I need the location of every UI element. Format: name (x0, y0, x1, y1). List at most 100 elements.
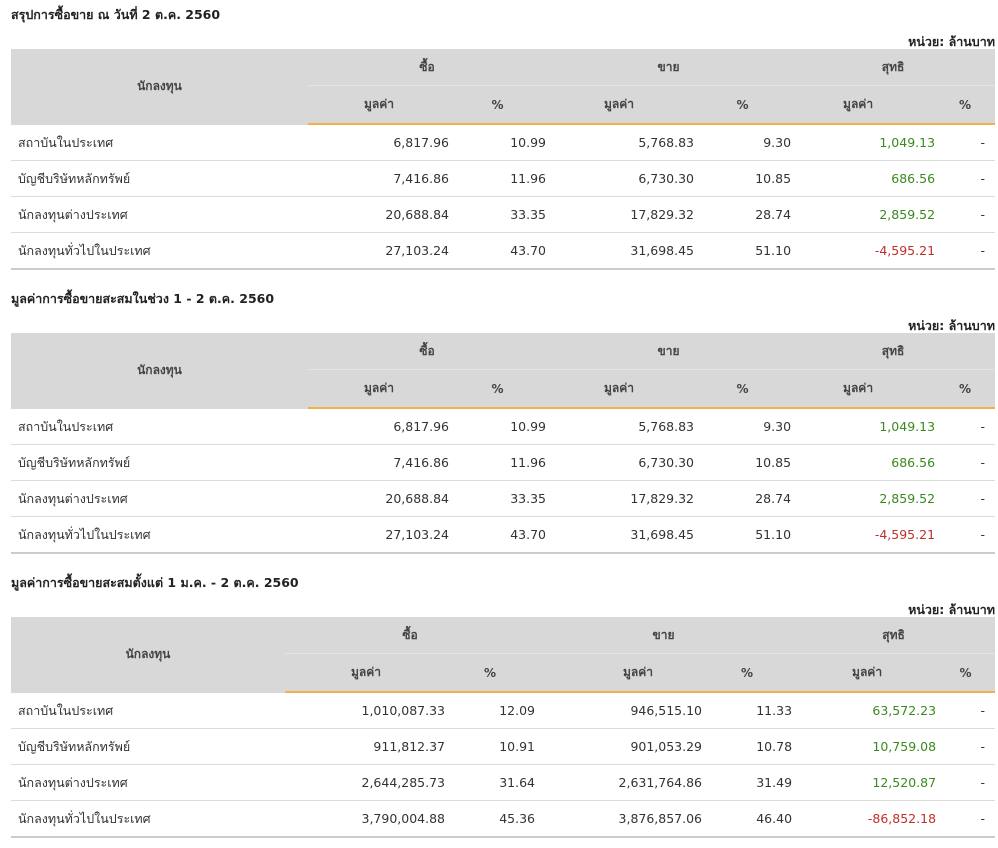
buy-percent: 43.70 (449, 516, 547, 554)
sell-value: 31,698.45 (546, 516, 695, 554)
table-row: สถาบันในประเทศ 1,010,087.33 12.09 946,51… (11, 692, 996, 729)
net-value: -4,595.21 (791, 516, 936, 554)
buy-percent: 43.70 (449, 232, 547, 270)
buy-percent: 10.99 (449, 408, 547, 445)
investor-name: สถาบันในประเทศ (11, 692, 285, 729)
header-net-value: มูลค่า (792, 653, 937, 693)
buy-value: 20,688.84 (308, 480, 449, 517)
buy-percent: 33.35 (449, 196, 547, 233)
investor-name: นักลงทุนทั่วไปในประเทศ (11, 516, 308, 554)
header-net-value: มูลค่า (791, 369, 936, 409)
header-sell-value: มูลค่า (535, 653, 703, 693)
net-percent: - (935, 124, 996, 161)
trading-summary-table: นักลงทุน ซื้อ ขาย สุทธิ มูลค่า % มูลค่า … (11, 49, 996, 270)
sell-percent: 10.85 (694, 160, 792, 197)
net-value: 2,859.52 (791, 196, 936, 233)
trading-summary-table: นักลงทุน ซื้อ ขาย สุทธิ มูลค่า % มูลค่า … (11, 617, 996, 838)
header-buy-value: มูลค่า (308, 369, 449, 409)
header-net: สุทธิ (792, 617, 996, 654)
investor-name: นักลงทุนทั่วไปในประเทศ (11, 800, 285, 838)
buy-value: 20,688.84 (308, 196, 449, 233)
header-net-value: มูลค่า (791, 85, 936, 125)
header-buy: ซื้อ (285, 617, 536, 654)
investor-name: นักลงทุนต่างประเทศ (11, 196, 308, 233)
header-sell-value: มูลค่า (546, 85, 695, 125)
header-investor: นักลงทุน (11, 333, 308, 409)
buy-value: 2,644,285.73 (285, 764, 445, 801)
sell-percent: 51.10 (694, 516, 792, 554)
sell-value: 5,768.83 (546, 408, 695, 445)
header-buy-percent: % (449, 85, 547, 125)
header-buy: ซื้อ (308, 49, 547, 86)
sell-percent: 9.30 (694, 124, 792, 161)
table-row: บัญชีบริษัทหลักทรัพย์ 7,416.86 11.96 6,7… (11, 444, 996, 481)
header-net: สุทธิ (791, 49, 996, 86)
investor-name: บัญชีบริษัทหลักทรัพย์ (11, 444, 308, 481)
sell-value: 17,829.32 (546, 196, 695, 233)
table-row: นักลงทุนต่างประเทศ 2,644,285.73 31.64 2,… (11, 764, 996, 801)
sell-percent: 11.33 (702, 692, 793, 729)
sell-value: 6,730.30 (546, 444, 695, 481)
table-row: บัญชีบริษัทหลักทรัพย์ 911,812.37 10.91 9… (11, 728, 996, 765)
header-net-percent: % (936, 653, 996, 693)
sell-value: 901,053.29 (535, 728, 703, 765)
table-row: สถาบันในประเทศ 6,817.96 10.99 5,768.83 9… (11, 124, 996, 161)
header-investor: นักลงทุน (11, 617, 285, 693)
table-row: นักลงทุนต่างประเทศ 20,688.84 33.35 17,82… (11, 196, 996, 233)
net-value: -86,852.18 (792, 800, 937, 838)
header-sell-percent: % (702, 653, 793, 693)
header-sell: ขาย (535, 617, 793, 654)
header-net-percent: % (935, 85, 996, 125)
buy-percent: 31.64 (445, 764, 536, 801)
net-percent: - (936, 800, 996, 838)
net-percent: - (935, 196, 996, 233)
header-net-percent: % (935, 369, 996, 409)
sell-percent: 9.30 (694, 408, 792, 445)
investor-name: นักลงทุนต่างประเทศ (11, 480, 308, 517)
buy-value: 911,812.37 (285, 728, 445, 765)
buy-percent: 10.99 (449, 124, 547, 161)
buy-percent: 33.35 (449, 480, 547, 517)
buy-value: 3,790,004.88 (285, 800, 445, 838)
section-title: มูลค่าการซื้อขายสะสมตั้งแต่ 1 ม.ค. - 2 ต… (11, 575, 299, 590)
header-sell: ขาย (546, 333, 792, 370)
buy-value: 1,010,087.33 (285, 692, 445, 729)
net-value: 686.56 (791, 444, 936, 481)
investor-name: สถาบันในประเทศ (11, 408, 308, 445)
header-sell-percent: % (694, 369, 792, 409)
unit-label: หน่วย: ล้านบาท (908, 602, 995, 617)
sell-value: 2,631,764.86 (535, 764, 703, 801)
net-percent: - (936, 728, 996, 765)
net-value: 63,572.23 (792, 692, 937, 729)
buy-value: 27,103.24 (308, 516, 449, 554)
header-sell-value: มูลค่า (546, 369, 695, 409)
net-value: 10,759.08 (792, 728, 937, 765)
buy-percent: 12.09 (445, 692, 536, 729)
header-sell: ขาย (546, 49, 792, 86)
trading-summary-table: นักลงทุน ซื้อ ขาย สุทธิ มูลค่า % มูลค่า … (11, 333, 996, 554)
buy-percent: 11.96 (449, 444, 547, 481)
buy-percent: 10.91 (445, 728, 536, 765)
net-percent: - (935, 444, 996, 481)
net-value: 2,859.52 (791, 480, 936, 517)
net-percent: - (935, 480, 996, 517)
net-percent: - (935, 160, 996, 197)
sell-percent: 28.74 (694, 196, 792, 233)
sell-percent: 46.40 (702, 800, 793, 838)
net-percent: - (936, 764, 996, 801)
header-buy: ซื้อ (308, 333, 547, 370)
section-title: สรุปการซื้อขาย ณ วันที่ 2 ต.ค. 2560 (11, 7, 221, 22)
header-investor: นักลงทุน (11, 49, 308, 125)
net-percent: - (936, 692, 996, 729)
investor-name: บัญชีบริษัทหลักทรัพย์ (11, 160, 308, 197)
header-net: สุทธิ (791, 333, 996, 370)
investor-name: นักลงทุนต่างประเทศ (11, 764, 285, 801)
buy-value: 7,416.86 (308, 160, 449, 197)
sell-value: 3,876,857.06 (535, 800, 703, 838)
table-row: นักลงทุนทั่วไปในประเทศ 3,790,004.88 45.3… (11, 800, 996, 838)
net-value: 686.56 (791, 160, 936, 197)
table-row: นักลงทุนทั่วไปในประเทศ 27,103.24 43.70 3… (11, 516, 996, 554)
unit-label: หน่วย: ล้านบาท (908, 318, 995, 333)
header-buy-value: มูลค่า (285, 653, 445, 693)
header-buy-percent: % (449, 369, 547, 409)
